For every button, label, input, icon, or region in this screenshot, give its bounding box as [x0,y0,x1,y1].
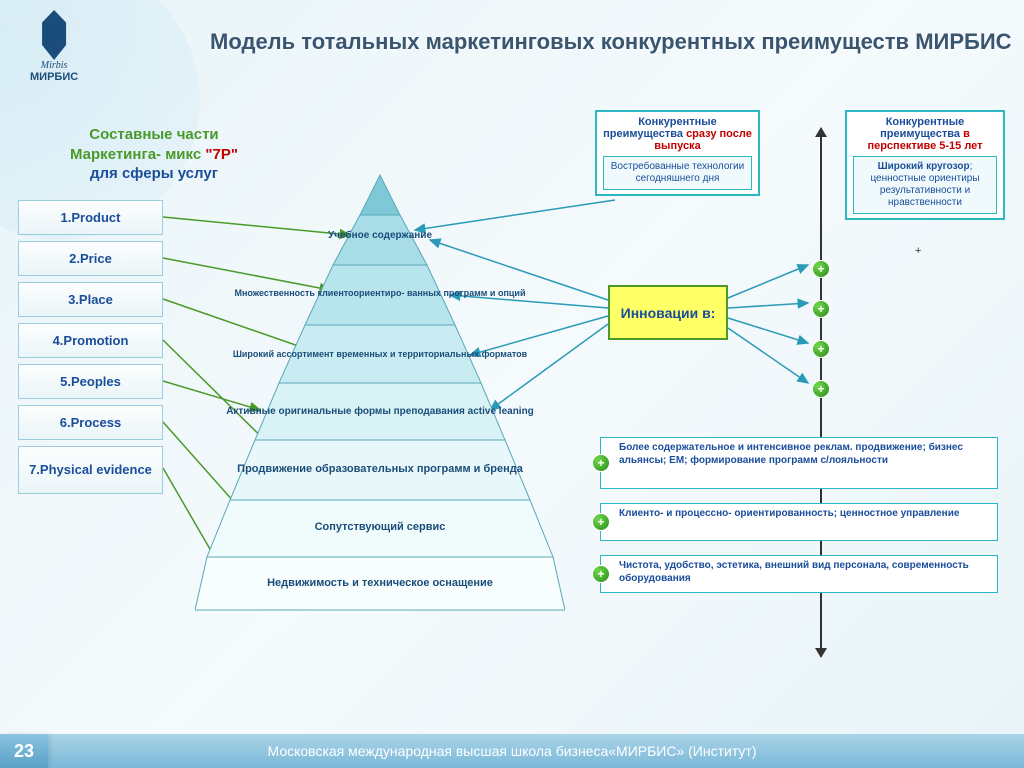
comp-right-header: Конкурентные преимущества в перспективе … [853,116,997,152]
subtitle-7p: Составные части Маркетинга- микс "7Р" дл… [70,125,238,184]
timeline-dot-4: + [812,380,830,398]
right-box-dot-2: + [592,513,610,531]
p-item-5: 5.Peoples [18,364,163,399]
right-box-dot-3: + [592,565,610,583]
pyramid-layer-2: Множественность клиентоориентиро- ванных… [195,263,565,323]
pyramid-layer-1: Учебное содержание [195,213,565,258]
comp-left-header: Конкурентные преимущества сразу после вы… [603,116,752,152]
pyramid-layer-7: Недвижимость и техническое оснащение [195,559,565,607]
footer-text: Московская международная высшая школа би… [0,734,1024,768]
timeline-dot-1: + [812,260,830,278]
comp-box-left: Конкурентные преимущества сразу после вы… [595,110,760,196]
p-item-2: 2.Price [18,241,163,276]
comp-box-right: Конкурентные преимущества в перспективе … [845,110,1005,220]
p-item-4: 4.Promotion [18,323,163,358]
p-item-7: 7.Physical evidence [18,446,163,494]
right-box-1: Более содержательное и интенсивное рекла… [600,437,998,489]
timeline-dot-3: + [812,340,830,358]
logo: Mirbis МИРБИС [30,10,78,83]
p-item-1: 1.Product [18,200,163,235]
plus-label: + [915,245,921,257]
pyramid-layer-5: Продвижение образовательных программ и б… [195,443,565,495]
right-box-2: Клиенто- и процессно- ориентированность;… [600,503,998,541]
pyramid-layer-6: Сопутствующий сервис [195,503,565,551]
logo-name: МИРБИС [30,71,78,83]
innovation-box: Инновации в: [608,285,728,340]
logo-script: Mirbis [30,60,78,71]
right-box-dot-1: + [592,454,610,472]
timeline-dot-2: + [812,300,830,318]
page-title: Модель тотальных маркетинговых конкурент… [210,28,1012,57]
comp-left-body: Востребованные технологии сегодняшнего д… [603,156,752,190]
seven-p-list: 1.Product 2.Price 3.Place 4.Promotion 5.… [18,200,163,500]
pyramid-layer-4: Активные оригинальные формы преподавания… [195,387,565,437]
right-box-3: Чистота, удобство, эстетика, внешний вид… [600,555,998,593]
pyramid-layer-3: Широкий ассортимент временных и территор… [195,327,565,382]
page-number: 23 [0,734,48,768]
logo-icon [34,10,74,60]
comp-right-body: Широкий кругозор; ценностные ориентиры р… [853,156,997,214]
p-item-6: 6.Process [18,405,163,440]
pyramid: Учебное содержание Множественность клиент… [195,165,565,620]
p-item-3: 3.Place [18,282,163,317]
